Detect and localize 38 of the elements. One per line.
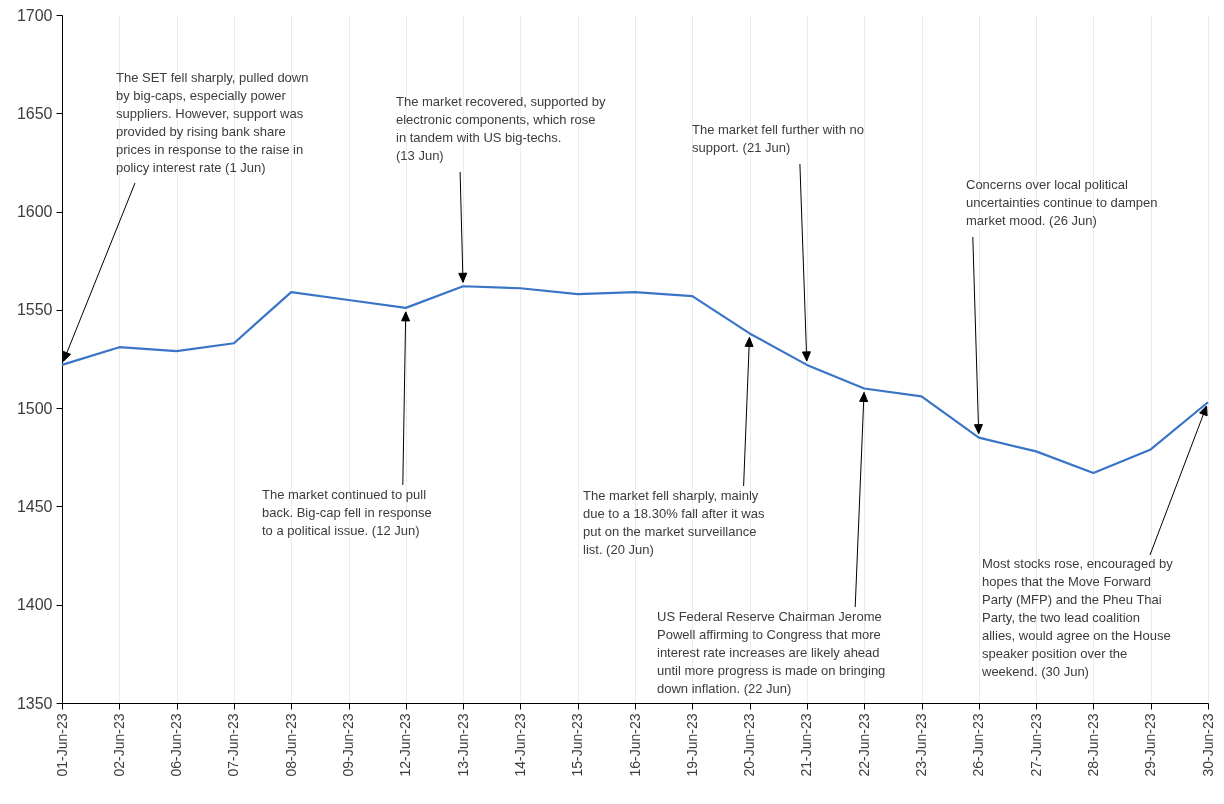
x-tick-label: 14-Jun-23 <box>511 713 528 777</box>
x-tick-label: 07-Jun-23 <box>225 713 242 777</box>
annotation: The market recovered, supported by electronic components, which rose in tandem with US big-techs. (13 Jun) <box>396 94 607 163</box>
y-tick-label: 1500 <box>16 399 53 417</box>
x-tick-label: 09-Jun-23 <box>340 713 356 777</box>
x-tick-label: 08-Jun-23 <box>282 713 299 777</box>
y-tick-label: 1550 <box>16 301 53 319</box>
y-tick-label: 1650 <box>16 104 53 122</box>
x-tick-label: 21-Jun-23 <box>798 713 815 777</box>
x-tick-label: 26-Jun-23 <box>970 713 987 777</box>
x-tick-label: 01-Jun-23 <box>53 713 70 777</box>
x-tick-label: 15-Jun-23 <box>569 713 586 777</box>
y-tick-label: 1450 <box>16 497 53 515</box>
y-tick-label: 1400 <box>16 596 53 614</box>
y-tick-label: 1600 <box>16 203 53 221</box>
x-tick-label: 23-Jun-23 <box>913 713 929 777</box>
annotation: The market fell sharply, mainly due to a 18.30% fall after it was put on the market surveillance list. (20 Jun) <box>583 488 765 557</box>
line-series <box>60 285 1210 475</box>
y-tick-label: 1700 <box>16 6 53 24</box>
annotation: Most stocks rose, encouraged by hopes that the Move Forward Party (MFP) and the Pheu Thai Party, the two lead coalition allies, would agree on the House speaker position over the weekend. (30 Jun) <box>981 556 1174 679</box>
annotation: The SET fell sharply, pulled down by big-caps, especially power suppliers. However, support was provided by rising bank share prices in response to the raise in policy interest rate (1 Jun) <box>116 70 309 175</box>
x-tick-label: 02-Jun-23 <box>110 713 127 777</box>
x-tick-label: 29-Jun-23 <box>1142 713 1159 777</box>
x-tick-label: 20-Jun-23 <box>741 713 758 777</box>
annotation: The market continued to pull back. Big-cap fell in response to a political issue. (12 Jun) <box>262 487 432 538</box>
x-tick-label: 06-Jun-23 <box>168 713 185 777</box>
x-tick-label: 27-Jun-23 <box>1027 713 1044 777</box>
x-tick-label: 16-Jun-23 <box>626 713 643 777</box>
annotation: US Federal Reserve Chairman Jerome Powell affirming to Congress that more interest rate increases are likely ahead until more progress is made on bringing down inflation. (22 Jun) <box>657 609 886 696</box>
x-tick-label: 13-Jun-23 <box>454 713 471 777</box>
annotation: Concerns over local political uncertainties continue to dampen market mood. (26 Jun) <box>966 177 1158 228</box>
x-tick-label: 30-Jun-23 <box>1199 713 1216 777</box>
x-tick-label: 22-Jun-23 <box>855 713 872 777</box>
y-tick-label: 1350 <box>16 694 53 712</box>
x-tick-label: 19-Jun-23 <box>683 713 700 777</box>
annotation: The market fell further with no support. (21 Jun) <box>692 122 864 155</box>
x-tick-label: 28-Jun-23 <box>1084 713 1101 777</box>
x-tick-label: 12-Jun-23 <box>397 713 414 777</box>
